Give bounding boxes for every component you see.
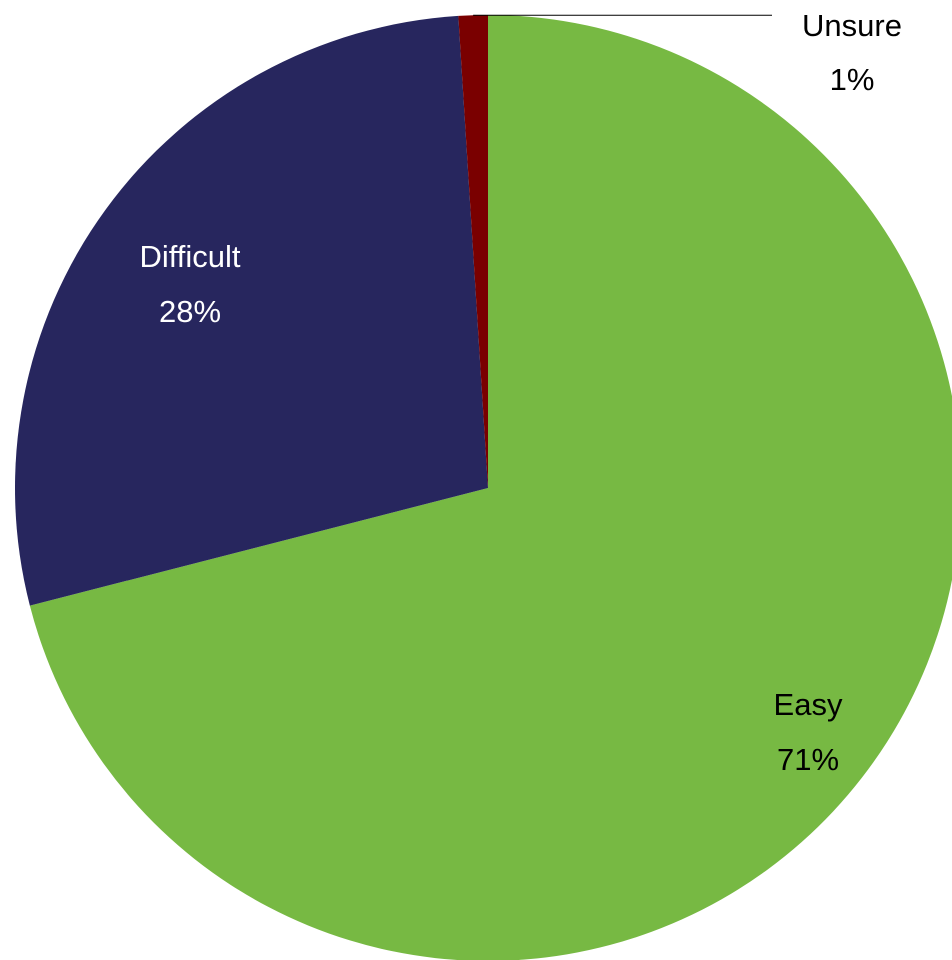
slice-label-percent-easy: 71% [777, 742, 839, 777]
pie-slice-unsure [458, 15, 488, 488]
pie-slices [15, 15, 952, 960]
pie-slice-easy [29, 15, 952, 960]
slice-label-name-unsure: Unsure [802, 8, 902, 43]
slice-label-percent-unsure: 1% [830, 62, 875, 97]
slice-label-percent-difficult: 28% [159, 294, 221, 329]
pie-slice-difficult [15, 15, 488, 606]
slice-label-name-difficult: Difficult [139, 239, 240, 274]
slice-label-name-easy: Easy [774, 687, 843, 722]
pie-labels: Easy 71% Difficult 28% Unsure 1% [139, 8, 902, 777]
